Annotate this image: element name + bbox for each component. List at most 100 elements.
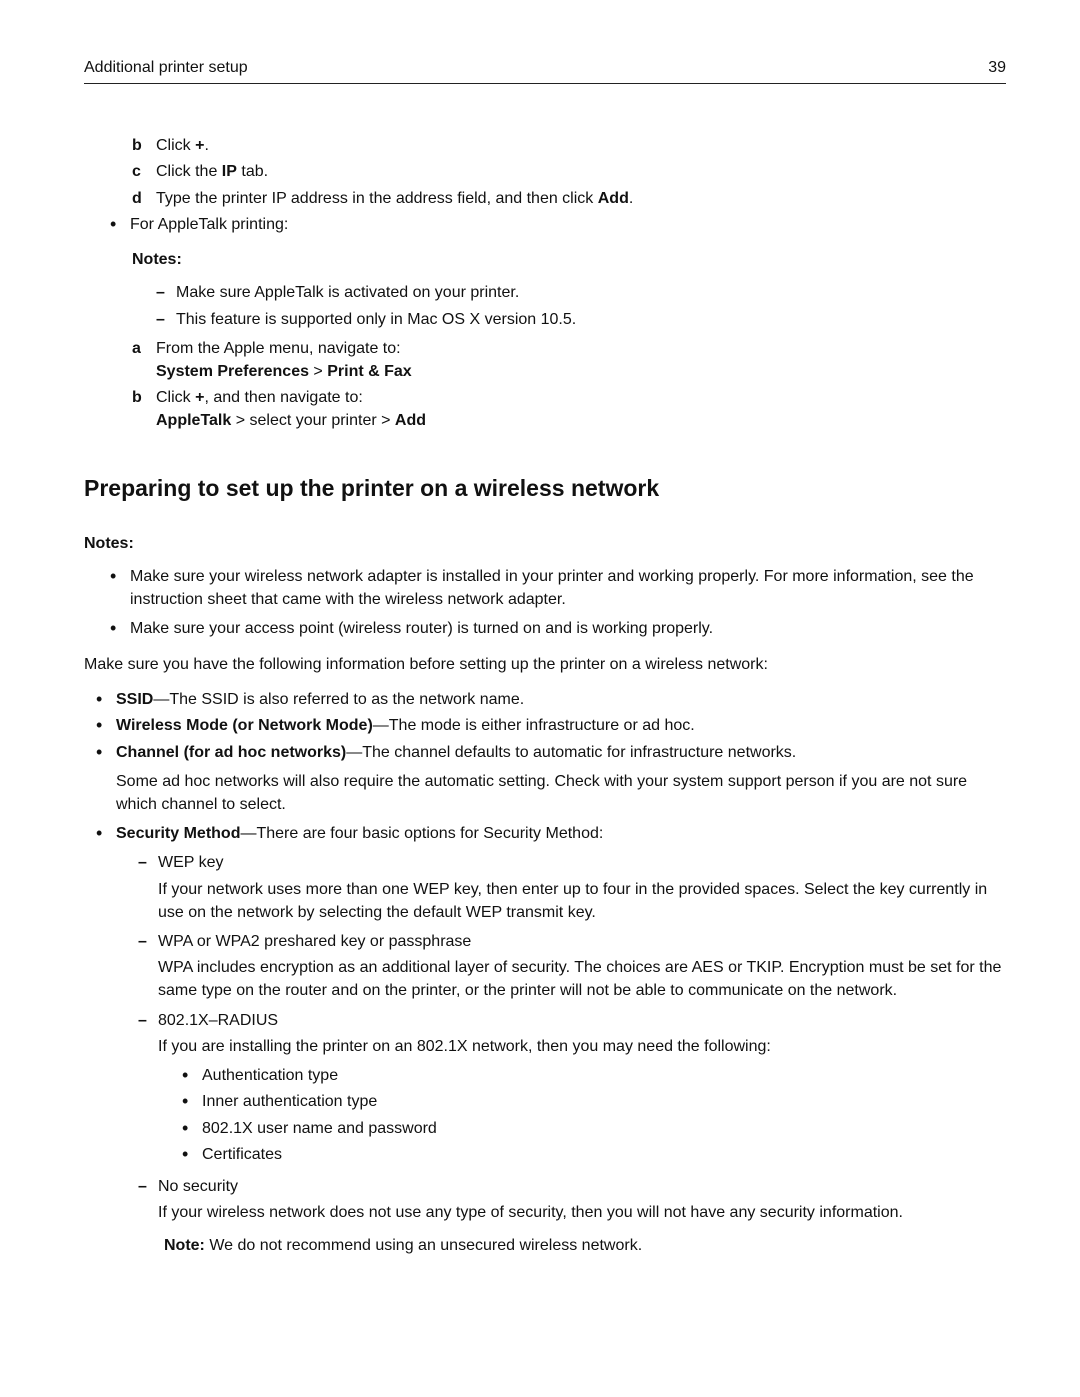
bullet-text: Wireless Mode (or Network Mode)—The mode…	[116, 714, 1006, 737]
bullet-text: Channel (for ad hoc networks)—The channe…	[116, 741, 1006, 817]
text: We do not recommend using an unsecured w…	[205, 1237, 642, 1254]
list-item: •Certificates	[182, 1143, 1006, 1166]
bullet-icon: •	[96, 741, 116, 817]
dash-icon: –	[156, 308, 176, 331]
bold-text: System Preferences	[156, 363, 309, 380]
bold-text: AppleTalk	[156, 412, 231, 429]
info-list: • SSID—The SSID is also referred to as t…	[84, 688, 1006, 1259]
step-text: Click +, and then navigate to: AppleTalk…	[156, 386, 1006, 432]
bold-text: Add	[395, 412, 426, 429]
note-text: Make sure AppleTalk is activated on your…	[176, 281, 1006, 304]
step-b: b Click +.	[132, 134, 1006, 157]
list-item: – This feature is supported only in Mac …	[156, 308, 1006, 331]
appletalk-section: • For AppleTalk printing: Notes: – Make …	[84, 213, 1006, 433]
text: > select your printer >	[231, 412, 395, 429]
step-b: b Click +, and then navigate to: AppleTa…	[132, 386, 1006, 432]
bullet-icon: •	[110, 565, 130, 611]
option-paragraph: If your network uses more than one WEP k…	[158, 878, 1006, 924]
text: Certificates	[202, 1143, 1006, 1166]
list-item: • For AppleTalk printing:	[110, 213, 1006, 236]
text: —The channel defaults to automatic for i…	[346, 744, 796, 761]
bullet-icon: •	[110, 213, 130, 236]
header-title: Additional printer setup	[84, 56, 248, 79]
document-page: Additional printer setup 39 b Click +. c…	[0, 0, 1080, 1397]
list-item: • Make sure your wireless network adapte…	[110, 565, 1006, 611]
step-letter: a	[132, 337, 156, 383]
bullet-icon: •	[182, 1143, 202, 1166]
option-paragraph: WPA includes encryption as an additional…	[158, 956, 1006, 1002]
channel-paragraph: Some ad hoc networks will also require t…	[116, 770, 1006, 816]
radius-sublist: •Authentication type •Inner authenticati…	[158, 1064, 1006, 1167]
text: —There are four basic options for Securi…	[240, 825, 603, 842]
option-content: WEP key If your network uses more than o…	[158, 851, 1006, 924]
security-options: – WEP key If your network uses more than…	[116, 851, 1006, 1257]
dash-icon: –	[138, 851, 158, 924]
appletalk-notes: Notes: – Make sure AppleTalk is activate…	[110, 248, 1006, 432]
list-item: – WPA or WPA2 preshared key or passphras…	[138, 930, 1006, 1003]
bullet-icon: •	[182, 1064, 202, 1087]
notes-label: Notes:	[84, 532, 1006, 555]
bold-text: Channel (for ad hoc networks)	[116, 744, 346, 761]
option-title: No security	[158, 1178, 238, 1195]
step-text: Click +.	[156, 134, 1006, 157]
bold-text: Add	[598, 190, 629, 207]
dash-icon: –	[156, 281, 176, 304]
bold-text: Security Method	[116, 825, 240, 842]
intro-paragraph: Make sure you have the following informa…	[84, 653, 1006, 676]
nosec-note: Note: We do not recommend using an unsec…	[158, 1234, 1006, 1257]
step-text: Type the printer IP address in the addre…	[156, 187, 1006, 210]
list-item: – No security If your wireless network d…	[138, 1175, 1006, 1258]
step-letter: c	[132, 160, 156, 183]
bullet-icon: •	[96, 822, 116, 1259]
list-item: • Channel (for ad hoc networks)—The chan…	[96, 741, 1006, 817]
step-a: a From the Apple menu, navigate to: Syst…	[132, 337, 1006, 383]
option-title: WPA or WPA2 preshared key or passphrase	[158, 933, 471, 950]
appletalk-steps: a From the Apple menu, navigate to: Syst…	[132, 337, 1006, 433]
list-item: • Wireless Mode (or Network Mode)—The mo…	[96, 714, 1006, 737]
bullet-text: SSID—The SSID is also referred to as the…	[116, 688, 1006, 711]
list-item: • Make sure your access point (wireless …	[110, 617, 1006, 640]
text: .	[629, 190, 633, 207]
bullet-icon: •	[110, 617, 130, 640]
bold-text: Print & Fax	[327, 363, 411, 380]
page-header: Additional printer setup 39	[84, 56, 1006, 84]
text: Authentication type	[202, 1064, 1006, 1087]
option-paragraph: If you are installing the printer on an …	[158, 1035, 1006, 1058]
step-d: d Type the printer IP address in the add…	[132, 187, 1006, 210]
text: Click	[156, 389, 195, 406]
text: Inner authentication type	[202, 1090, 1006, 1113]
step-letter: b	[132, 134, 156, 157]
section-heading: Preparing to set up the printer on a wir…	[84, 472, 1006, 505]
step-text: Click the IP tab.	[156, 160, 1006, 183]
step-letter: d	[132, 187, 156, 210]
option-paragraph: If your wireless network does not use an…	[158, 1201, 1006, 1224]
note-text: This feature is supported only in Mac OS…	[176, 308, 1006, 331]
dash-icon: –	[138, 1009, 158, 1169]
list-item: •Inner authentication type	[182, 1090, 1006, 1113]
bullet-text: Security Method—There are four basic opt…	[116, 822, 1006, 1259]
option-content: No security If your wireless network doe…	[158, 1175, 1006, 1258]
option-content: 802.1X–RADIUS If you are installing the …	[158, 1009, 1006, 1169]
text: From the Apple menu, navigate to:	[156, 340, 401, 357]
list-item: – Make sure AppleTalk is activated on yo…	[156, 281, 1006, 304]
bold-text: IP	[222, 163, 237, 180]
list-item: • SSID—The SSID is also referred to as t…	[96, 688, 1006, 711]
text: .	[204, 137, 208, 154]
notes-label: Notes:	[132, 248, 1006, 271]
bullet-icon: •	[96, 714, 116, 737]
step-c: c Click the IP tab.	[132, 160, 1006, 183]
option-title: 802.1X–RADIUS	[158, 1012, 278, 1029]
list-item: •Authentication type	[182, 1064, 1006, 1087]
prep-notes: • Make sure your wireless network adapte…	[84, 565, 1006, 641]
text: >	[309, 363, 327, 380]
bullet-text: For AppleTalk printing:	[130, 213, 1006, 236]
list-item: •802.1X user name and password	[182, 1117, 1006, 1140]
list-item: – WEP key If your network uses more than…	[138, 851, 1006, 924]
text: Click	[156, 137, 195, 154]
text: —The SSID is also referred to as the net…	[153, 691, 524, 708]
bullet-icon: •	[96, 688, 116, 711]
list-item: • Security Method—There are four basic o…	[96, 822, 1006, 1259]
text: —The mode is either infrastructure or ad…	[373, 717, 695, 734]
list-item: – 802.1X–RADIUS If you are installing th…	[138, 1009, 1006, 1169]
text: 802.1X user name and password	[202, 1117, 1006, 1140]
